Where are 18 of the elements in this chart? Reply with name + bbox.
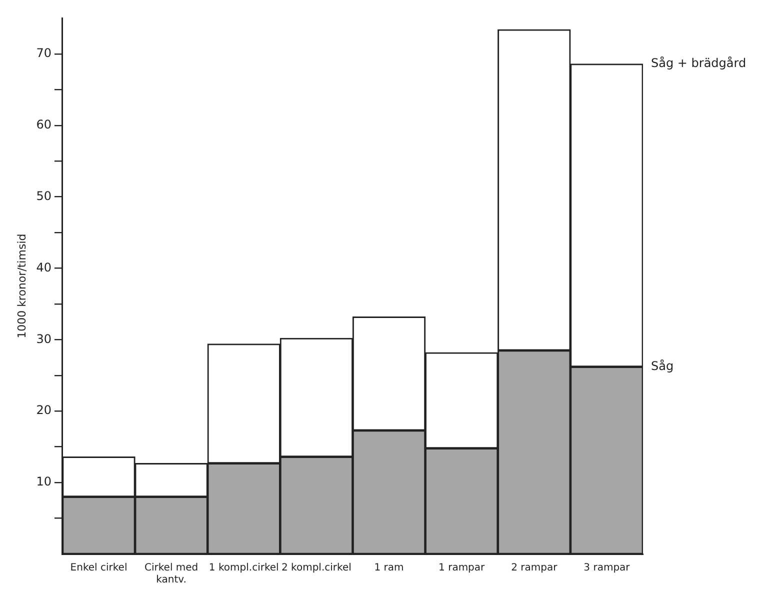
y-tick-label: 50: [36, 188, 52, 203]
y-tick-label: 30: [36, 332, 52, 346]
x-tick-label: Cirkel med kantv.: [144, 562, 198, 586]
series-label: Såg + brädgård: [651, 56, 746, 70]
y-tick-label: 70: [36, 46, 52, 60]
x-tick-label: 2 rampar: [511, 562, 558, 574]
y-tick-label: 20: [36, 403, 52, 418]
x-tick-label: Enkel cirkel: [70, 562, 128, 574]
x-tick-label: 1 rampar: [438, 562, 486, 574]
y-tick-label: 40: [36, 260, 52, 274]
series-label: Såg: [651, 358, 674, 373]
x-tick-label: 1 ram: [374, 562, 404, 574]
y-tick-label: 60: [36, 117, 52, 132]
x-tick-label: 2 kompl.cirkel: [282, 562, 352, 574]
x-tick-label: 3 rampar: [584, 562, 631, 574]
y-axis-title: 1000 kronor/timsid: [15, 234, 28, 338]
y-tick-label: 10: [36, 474, 52, 489]
x-tick-label: 1 kompl.cirkel: [208, 562, 279, 574]
